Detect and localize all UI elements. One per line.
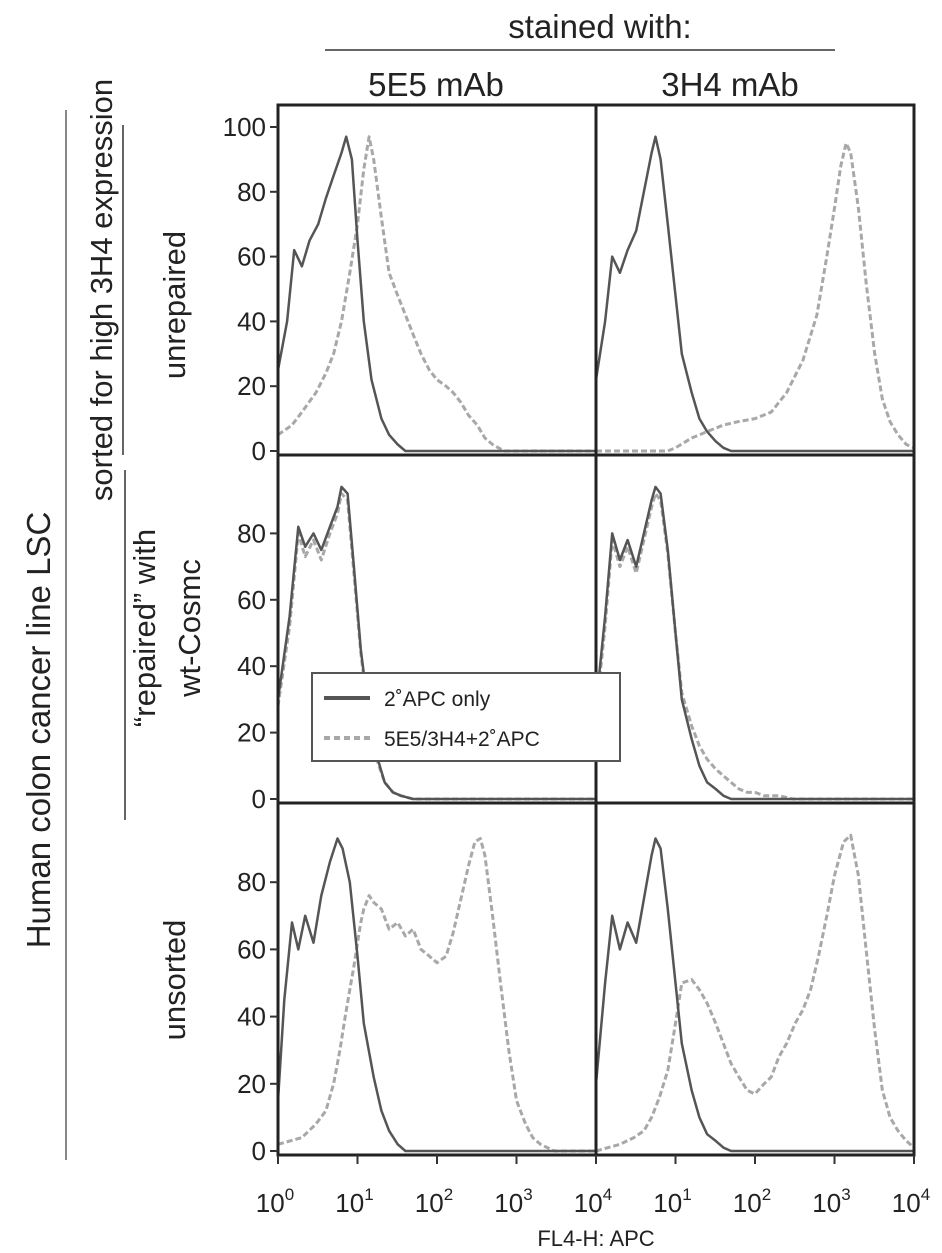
panel-unrepaired-5e5 xyxy=(278,135,596,453)
y-tick-label: 0 xyxy=(252,1136,266,1166)
row-label-repaired: wt-Cosmc xyxy=(172,559,207,698)
control-curve xyxy=(278,837,596,1153)
legend-box xyxy=(311,672,621,762)
stained-with-label: stained with: xyxy=(508,8,691,45)
stained-curve xyxy=(596,833,914,1153)
row-label-unsorted: unsorted xyxy=(157,920,192,1041)
panel-repaired-5e5 xyxy=(278,485,596,801)
x-tick-label: 104 xyxy=(574,1185,612,1218)
column-title-3h4: 3H4 mAb xyxy=(661,66,799,103)
x-tick-exponent: 1 xyxy=(682,1185,691,1204)
x-tick-label: 103 xyxy=(812,1185,850,1218)
x-tick-exponent: 1 xyxy=(364,1185,373,1204)
stained-curve xyxy=(596,141,914,453)
y-tick-label: 0 xyxy=(252,436,266,466)
panel-unsorted-5e5 xyxy=(278,837,596,1153)
x-tick-label: 103 xyxy=(494,1185,532,1218)
x-tick-exponent: 3 xyxy=(841,1185,850,1204)
panel-frame xyxy=(276,801,598,1157)
legend-label-control: 2˚APC only xyxy=(384,688,491,711)
outer-row-label: Human colon cancer line LSC xyxy=(20,512,57,949)
x-tick-label: 100 xyxy=(256,1185,294,1218)
stained-curve xyxy=(278,135,596,453)
legend: 2˚APC only 5E5/3H4+2˚APC xyxy=(311,672,621,762)
x-tick-exponent: 4 xyxy=(921,1185,930,1204)
x-tick-exponent: 2 xyxy=(762,1185,771,1204)
x-tick-label: 104 xyxy=(892,1185,930,1218)
column-title-5e5: 5E5 mAb xyxy=(368,66,504,103)
x-tick-label: 101 xyxy=(335,1185,373,1218)
x-tick-exponent: 0 xyxy=(285,1185,294,1204)
y-tick-label: 60 xyxy=(237,934,266,964)
panel-frame xyxy=(594,801,916,1157)
panel-frame xyxy=(594,453,916,805)
y-tick-label: 40 xyxy=(237,651,266,681)
control-curve xyxy=(278,135,596,453)
x-tick-exponent: 4 xyxy=(603,1185,612,1204)
sorted-label: sorted for high 3H4 expression xyxy=(84,79,119,501)
x-tick-label: 102 xyxy=(415,1185,453,1218)
y-tick-label: 60 xyxy=(237,242,266,272)
y-tick-label: 20 xyxy=(237,1069,266,1099)
control-curve xyxy=(596,837,914,1153)
y-tick-label: 0 xyxy=(252,784,266,814)
control-curve xyxy=(596,135,914,453)
y-tick-label: 80 xyxy=(237,518,266,548)
x-tick-exponent: 3 xyxy=(523,1185,532,1204)
x-tick-label: 101 xyxy=(653,1185,691,1218)
stained-curve xyxy=(596,492,914,801)
y-tick-label: 40 xyxy=(237,306,266,336)
control-curve xyxy=(596,485,914,801)
panel-repaired-3h4 xyxy=(596,485,914,801)
y-tick-label: 80 xyxy=(237,867,266,897)
y-tick-label: 100 xyxy=(223,112,266,142)
y-tick-label: 20 xyxy=(237,371,266,401)
y-tick-label: 60 xyxy=(237,585,266,615)
x-tick-exponent: 2 xyxy=(444,1185,453,1204)
y-tick-label: 80 xyxy=(237,177,266,207)
panel-unrepaired-3h4 xyxy=(596,135,914,453)
x-tick-label: 102 xyxy=(733,1185,771,1218)
control-curve xyxy=(278,485,596,801)
y-tick-label: 20 xyxy=(237,718,266,748)
legend-label-stained: 5E5/3H4+2˚APC xyxy=(384,728,540,751)
row-label-repaired: “repaired” with xyxy=(127,529,162,727)
stained-curve xyxy=(278,837,596,1153)
y-tick-label: 40 xyxy=(237,1002,266,1032)
x-axis-label: FL4-H: APC xyxy=(537,1226,654,1251)
panel-unsorted-3h4 xyxy=(596,833,914,1153)
row-label-unrepaired: unrepaired xyxy=(157,231,192,379)
panel-frame xyxy=(276,103,598,457)
